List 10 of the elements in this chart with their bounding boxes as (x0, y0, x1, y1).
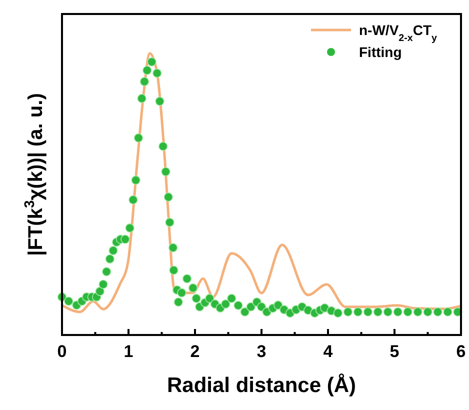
legend-label: n-W/V$_{2-x}$CT$_{y}$ (359, 22, 438, 44)
x-tick-label: 4 (323, 342, 334, 361)
x-tick-label: 2 (190, 342, 200, 361)
x-tick-label: 0 (57, 342, 67, 361)
x-axis-title: Radial distance (Å) (166, 373, 356, 397)
x-tick-label: 6 (456, 342, 466, 361)
x-tick-label: 1 (124, 342, 134, 361)
x-tick-label: 5 (390, 342, 400, 361)
x-tick-label: 3 (256, 342, 266, 361)
legend-label: Fitting (359, 44, 402, 60)
